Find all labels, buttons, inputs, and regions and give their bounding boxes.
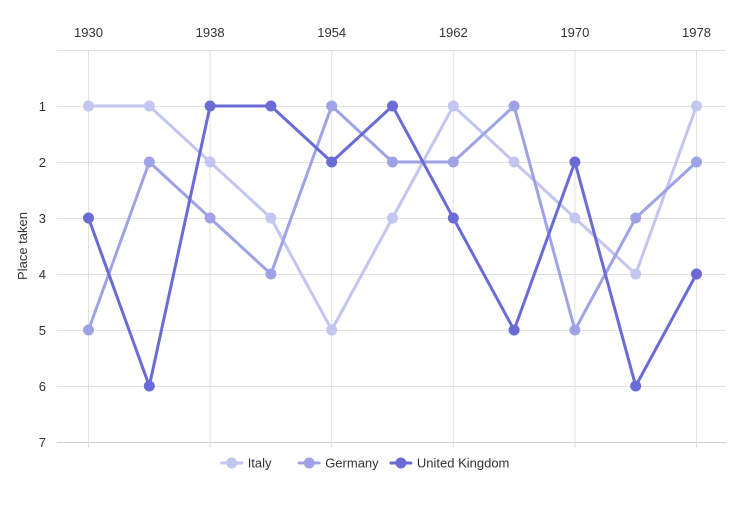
data-point[interactable] bbox=[204, 100, 216, 112]
grid-lines bbox=[57, 50, 726, 448]
data-point[interactable] bbox=[326, 100, 338, 112]
legend-marker bbox=[303, 457, 315, 469]
y-axis-ticks: 1 2 3 4 5 6 7 bbox=[39, 99, 46, 450]
y-axis-title: Place taken bbox=[15, 212, 30, 280]
data-point[interactable] bbox=[143, 156, 155, 168]
x-tick-label: 1930 bbox=[74, 25, 103, 40]
data-point[interactable] bbox=[83, 100, 94, 112]
y-tick-label: 4 bbox=[39, 267, 46, 282]
legend-item[interactable]: Italy bbox=[220, 456, 272, 471]
data-point[interactable] bbox=[326, 156, 338, 168]
data-point[interactable] bbox=[265, 268, 277, 280]
data-point[interactable] bbox=[265, 212, 277, 224]
y-tick-label: 6 bbox=[39, 379, 46, 394]
legend-item[interactable]: United Kingdom bbox=[389, 456, 510, 471]
data-point[interactable] bbox=[143, 100, 155, 112]
x-tick-label: 1970 bbox=[560, 25, 589, 40]
data-point[interactable] bbox=[630, 268, 642, 280]
x-tick-label: 1954 bbox=[317, 25, 346, 40]
legend-marker bbox=[226, 457, 238, 469]
data-point[interactable] bbox=[387, 100, 398, 112]
legend-marker bbox=[395, 457, 407, 469]
series-lines bbox=[83, 100, 702, 392]
data-point[interactable] bbox=[630, 212, 642, 224]
data-point[interactable] bbox=[508, 156, 520, 168]
y-tick-label: 1 bbox=[39, 99, 46, 114]
data-point[interactable] bbox=[508, 324, 520, 336]
data-point[interactable] bbox=[143, 380, 155, 392]
data-point[interactable] bbox=[447, 212, 459, 224]
y-tick-label: 7 bbox=[39, 435, 46, 450]
data-point[interactable] bbox=[508, 100, 520, 112]
legend[interactable]: Italy Germany United Kingdom bbox=[220, 456, 510, 471]
y-tick-label: 5 bbox=[39, 323, 46, 338]
legend-label: Italy bbox=[248, 456, 272, 471]
x-tick-label: 1962 bbox=[439, 25, 468, 40]
data-point[interactable] bbox=[265, 100, 277, 112]
series-united-kingdom bbox=[83, 100, 702, 392]
data-point[interactable] bbox=[447, 156, 459, 168]
x-tick-label: 1978 bbox=[682, 25, 711, 40]
data-point[interactable] bbox=[691, 100, 702, 112]
data-point[interactable] bbox=[569, 156, 581, 168]
data-point[interactable] bbox=[691, 268, 702, 280]
data-point[interactable] bbox=[204, 212, 216, 224]
data-point[interactable] bbox=[569, 212, 581, 224]
data-point[interactable] bbox=[447, 100, 459, 112]
data-point[interactable] bbox=[387, 156, 398, 168]
data-point[interactable] bbox=[83, 324, 94, 336]
y-tick-label: 3 bbox=[39, 211, 46, 226]
data-point[interactable] bbox=[630, 380, 642, 392]
y-tick-label: 2 bbox=[39, 155, 46, 170]
data-point[interactable] bbox=[326, 324, 338, 336]
legend-label: Germany bbox=[325, 456, 379, 471]
legend-label: United Kingdom bbox=[417, 456, 510, 471]
data-point[interactable] bbox=[83, 212, 94, 224]
data-point[interactable] bbox=[569, 324, 581, 336]
legend-item[interactable]: Germany bbox=[297, 456, 379, 471]
x-tick-label: 1938 bbox=[196, 25, 225, 40]
data-point[interactable] bbox=[691, 156, 702, 168]
x-axis-ticks: 1930 1938 1954 1962 1970 1978 bbox=[74, 25, 711, 40]
data-point[interactable] bbox=[204, 156, 216, 168]
data-point[interactable] bbox=[387, 212, 398, 224]
